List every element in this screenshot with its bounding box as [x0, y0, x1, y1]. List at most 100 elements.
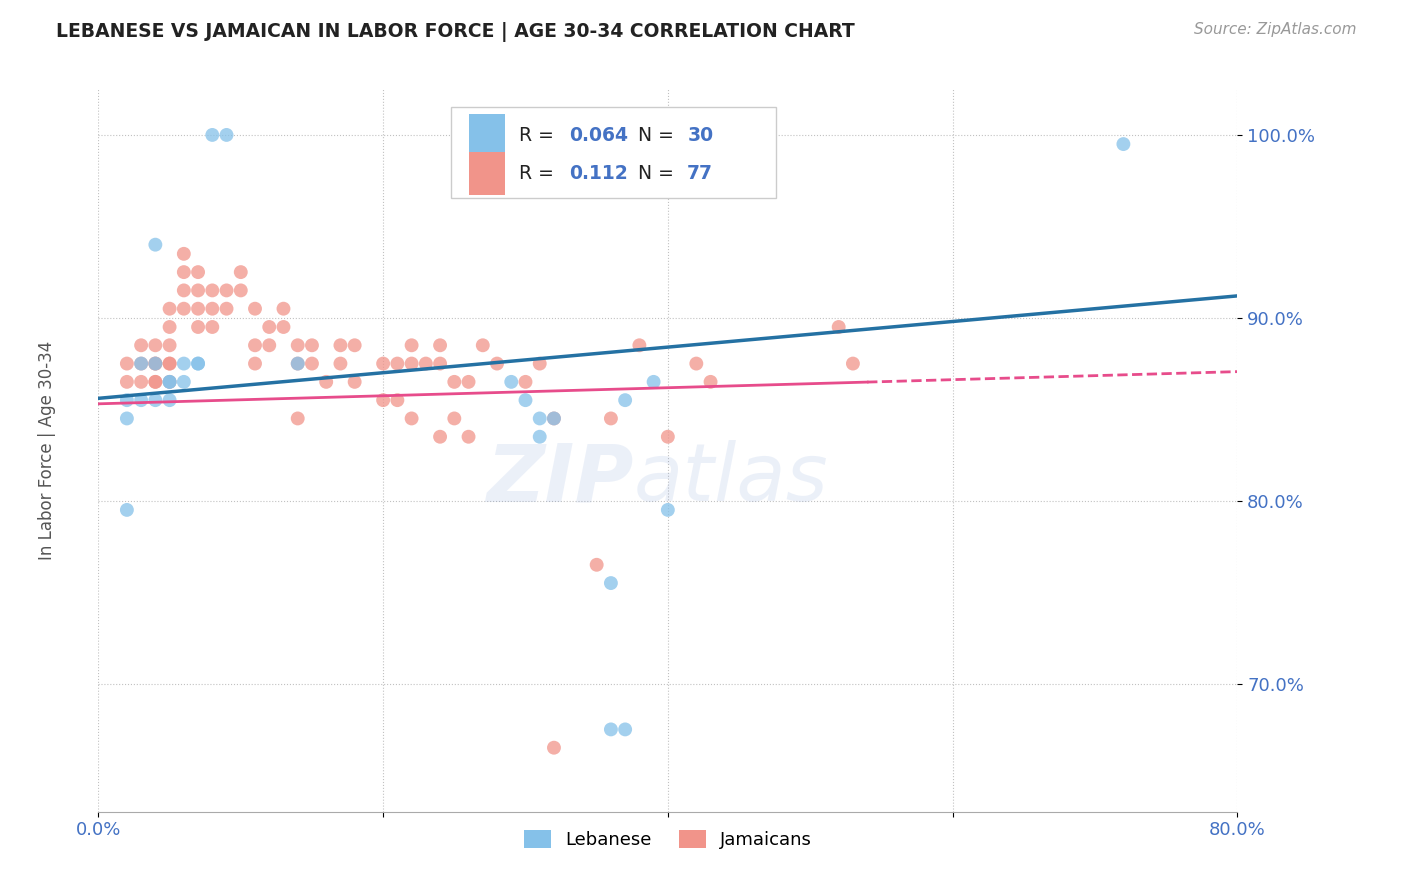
- Point: [329, 338, 352, 352]
- Point: [187, 357, 209, 371]
- Point: [429, 338, 451, 352]
- FancyBboxPatch shape: [468, 152, 505, 194]
- Point: [401, 357, 423, 371]
- Point: [515, 375, 537, 389]
- Text: R =: R =: [519, 164, 565, 183]
- Point: [159, 320, 181, 334]
- Point: [129, 375, 152, 389]
- Point: [259, 320, 281, 334]
- Point: [443, 411, 465, 425]
- Text: LEBANESE VS JAMAICAN IN LABOR FORCE | AGE 30-34 CORRELATION CHART: LEBANESE VS JAMAICAN IN LABOR FORCE | AG…: [56, 22, 855, 42]
- Point: [129, 393, 152, 408]
- Point: [273, 301, 295, 316]
- Text: ZIP: ZIP: [486, 441, 634, 518]
- Point: [657, 430, 679, 444]
- Point: [145, 375, 167, 389]
- Point: [145, 237, 167, 252]
- FancyBboxPatch shape: [451, 107, 776, 198]
- Legend: Lebanese, Jamaicans: Lebanese, Jamaicans: [519, 824, 817, 855]
- Point: [1112, 137, 1135, 152]
- Point: [115, 503, 138, 517]
- Point: [415, 357, 437, 371]
- Point: [129, 357, 152, 371]
- Point: [585, 558, 607, 572]
- Point: [215, 128, 238, 142]
- Point: [259, 338, 281, 352]
- Point: [628, 338, 651, 352]
- Text: 0.064: 0.064: [569, 127, 627, 145]
- Point: [159, 357, 181, 371]
- Point: [315, 375, 337, 389]
- Point: [529, 357, 551, 371]
- Text: 77: 77: [688, 164, 713, 183]
- Point: [201, 301, 224, 316]
- Point: [159, 375, 181, 389]
- Point: [643, 375, 665, 389]
- Point: [685, 357, 707, 371]
- Point: [187, 320, 209, 334]
- Point: [201, 128, 224, 142]
- Point: [159, 393, 181, 408]
- Point: [401, 338, 423, 352]
- Point: [657, 503, 679, 517]
- Point: [201, 284, 224, 298]
- Point: [600, 576, 623, 591]
- Point: [699, 375, 721, 389]
- Point: [145, 338, 167, 352]
- Point: [115, 375, 138, 389]
- Point: [529, 430, 551, 444]
- Text: Source: ZipAtlas.com: Source: ZipAtlas.com: [1194, 22, 1357, 37]
- Point: [145, 357, 167, 371]
- Point: [614, 393, 637, 408]
- Point: [215, 301, 238, 316]
- Point: [145, 393, 167, 408]
- Point: [201, 320, 224, 334]
- Point: [159, 338, 181, 352]
- Point: [457, 430, 479, 444]
- Point: [287, 338, 309, 352]
- Point: [373, 393, 395, 408]
- Point: [457, 375, 479, 389]
- Text: 30: 30: [688, 127, 713, 145]
- Point: [842, 357, 865, 371]
- Point: [471, 338, 494, 352]
- Point: [501, 375, 523, 389]
- Point: [187, 284, 209, 298]
- Point: [173, 357, 195, 371]
- Point: [600, 411, 623, 425]
- Point: [287, 357, 309, 371]
- Point: [301, 338, 323, 352]
- Point: [429, 357, 451, 371]
- Point: [173, 284, 195, 298]
- Point: [159, 375, 181, 389]
- Point: [129, 357, 152, 371]
- Point: [287, 357, 309, 371]
- Point: [515, 393, 537, 408]
- Point: [115, 393, 138, 408]
- Point: [159, 301, 181, 316]
- Text: N =: N =: [638, 164, 681, 183]
- Point: [614, 723, 637, 737]
- Point: [187, 301, 209, 316]
- Point: [243, 357, 266, 371]
- Point: [343, 338, 366, 352]
- Point: [115, 411, 138, 425]
- Point: [387, 393, 409, 408]
- Point: [145, 357, 167, 371]
- Point: [229, 284, 252, 298]
- Point: [243, 301, 266, 316]
- Point: [173, 265, 195, 279]
- Point: [329, 357, 352, 371]
- Point: [373, 357, 395, 371]
- Point: [387, 357, 409, 371]
- Point: [243, 338, 266, 352]
- Point: [229, 265, 252, 279]
- Point: [543, 411, 565, 425]
- Point: [443, 375, 465, 389]
- Point: [173, 301, 195, 316]
- Point: [543, 740, 565, 755]
- Point: [401, 411, 423, 425]
- Point: [115, 357, 138, 371]
- Point: [129, 338, 152, 352]
- Text: N =: N =: [638, 127, 681, 145]
